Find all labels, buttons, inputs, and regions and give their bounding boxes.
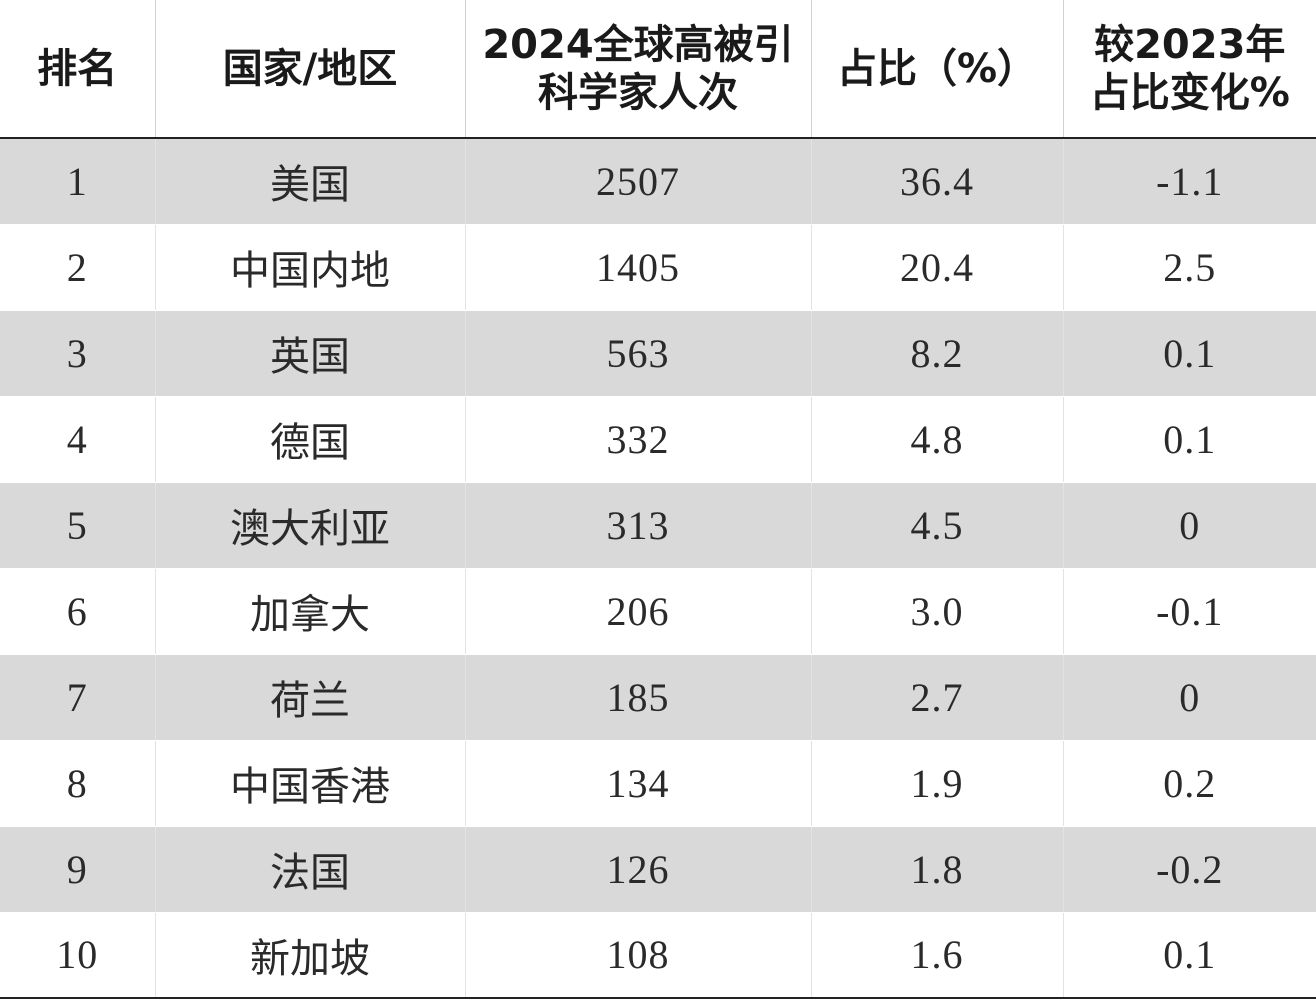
header-count-line2: 科学家人次	[538, 69, 738, 116]
cell-rank: 10	[0, 912, 155, 999]
header-region: 国家/地区	[154, 0, 465, 139]
header-rank-label: 排名	[37, 45, 118, 92]
cell-rank: 8	[0, 740, 155, 827]
cell-rank: 3	[0, 310, 155, 397]
cell-count: 2507	[464, 138, 811, 225]
cell-change: 0.1	[1062, 396, 1316, 483]
cell-count: 108	[464, 912, 811, 999]
cell-rank: 6	[0, 568, 155, 655]
table-row: 6 加拿大 206 3.0 -0.1	[0, 568, 1316, 655]
header-row: 排名 国家/地区 2024全球高被引 科学家人次 占比（%） 较2023年 占比…	[0, 0, 1316, 139]
cell-count: 126	[464, 826, 811, 913]
cell-region: 中国内地	[154, 224, 465, 311]
cell-count: 134	[464, 740, 811, 827]
cell-rank: 7	[0, 654, 155, 741]
table-row: 3 英国 563 8.2 0.1	[0, 310, 1316, 397]
cell-change: 0	[1062, 482, 1316, 569]
table-row: 4 德国 332 4.8 0.1	[0, 396, 1316, 483]
cell-region: 英国	[154, 310, 465, 397]
cell-change: -1.1	[1062, 138, 1316, 225]
table-row: 10 新加坡 108 1.6 0.1	[0, 912, 1316, 999]
table-row: 5 澳大利亚 313 4.5 0	[0, 482, 1316, 569]
header-share-label: 占比（%）	[836, 45, 1038, 92]
cell-region: 荷兰	[154, 654, 465, 741]
header-count: 2024全球高被引 科学家人次	[464, 0, 811, 139]
cell-region: 澳大利亚	[154, 482, 465, 569]
cell-count: 185	[464, 654, 811, 741]
cell-count: 313	[464, 482, 811, 569]
cell-share: 8.2	[810, 310, 1063, 397]
cell-change: 0	[1062, 654, 1316, 741]
table-header: 排名 国家/地区 2024全球高被引 科学家人次 占比（%） 较2023年 占比…	[0, 0, 1316, 139]
cell-share: 1.9	[810, 740, 1063, 827]
cell-share: 3.0	[810, 568, 1063, 655]
cell-region: 中国香港	[154, 740, 465, 827]
cell-region: 法国	[154, 826, 465, 913]
cell-change: 0.1	[1062, 310, 1316, 397]
cell-region: 加拿大	[154, 568, 465, 655]
cell-change: 0.1	[1062, 912, 1316, 999]
cell-share: 4.5	[810, 482, 1063, 569]
table-row: 8 中国香港 134 1.9 0.2	[0, 740, 1316, 827]
cell-rank: 2	[0, 224, 155, 311]
header-region-label: 国家/地区	[222, 45, 398, 92]
table-row: 1 美国 2507 36.4 -1.1	[0, 138, 1316, 225]
cell-share: 1.6	[810, 912, 1063, 999]
cell-change: -0.2	[1062, 826, 1316, 913]
header-share: 占比（%）	[810, 0, 1063, 139]
table-body: 1 美国 2507 36.4 -1.1 2 中国内地 1405 20.4 2.5…	[0, 138, 1316, 999]
table-row: 9 法国 126 1.8 -0.2	[0, 826, 1316, 913]
cell-rank: 4	[0, 396, 155, 483]
cell-region: 美国	[154, 138, 465, 225]
header-change: 较2023年 占比变化%	[1062, 0, 1316, 139]
cell-count: 1405	[464, 224, 811, 311]
cell-rank: 9	[0, 826, 155, 913]
cell-share: 4.8	[810, 396, 1063, 483]
table-row: 2 中国内地 1405 20.4 2.5	[0, 224, 1316, 311]
cell-region: 德国	[154, 396, 465, 483]
cell-count: 332	[464, 396, 811, 483]
cell-share: 20.4	[810, 224, 1063, 311]
cell-rank: 5	[0, 482, 155, 569]
header-count-line1: 2024全球高被引	[482, 21, 794, 68]
table-row: 7 荷兰 185 2.7 0	[0, 654, 1316, 741]
cell-rank: 1	[0, 138, 155, 225]
cell-share: 2.7	[810, 654, 1063, 741]
cell-count: 206	[464, 568, 811, 655]
cell-change: 2.5	[1062, 224, 1316, 311]
cell-change: -0.1	[1062, 568, 1316, 655]
cell-region: 新加坡	[154, 912, 465, 999]
header-rank: 排名	[0, 0, 155, 139]
cell-change: 0.2	[1062, 740, 1316, 827]
header-change-line2: 占比变化%	[1089, 69, 1290, 116]
header-change-line1: 较2023年	[1094, 21, 1286, 68]
cell-share: 1.8	[810, 826, 1063, 913]
cell-count: 563	[464, 310, 811, 397]
cell-share: 36.4	[810, 138, 1063, 225]
